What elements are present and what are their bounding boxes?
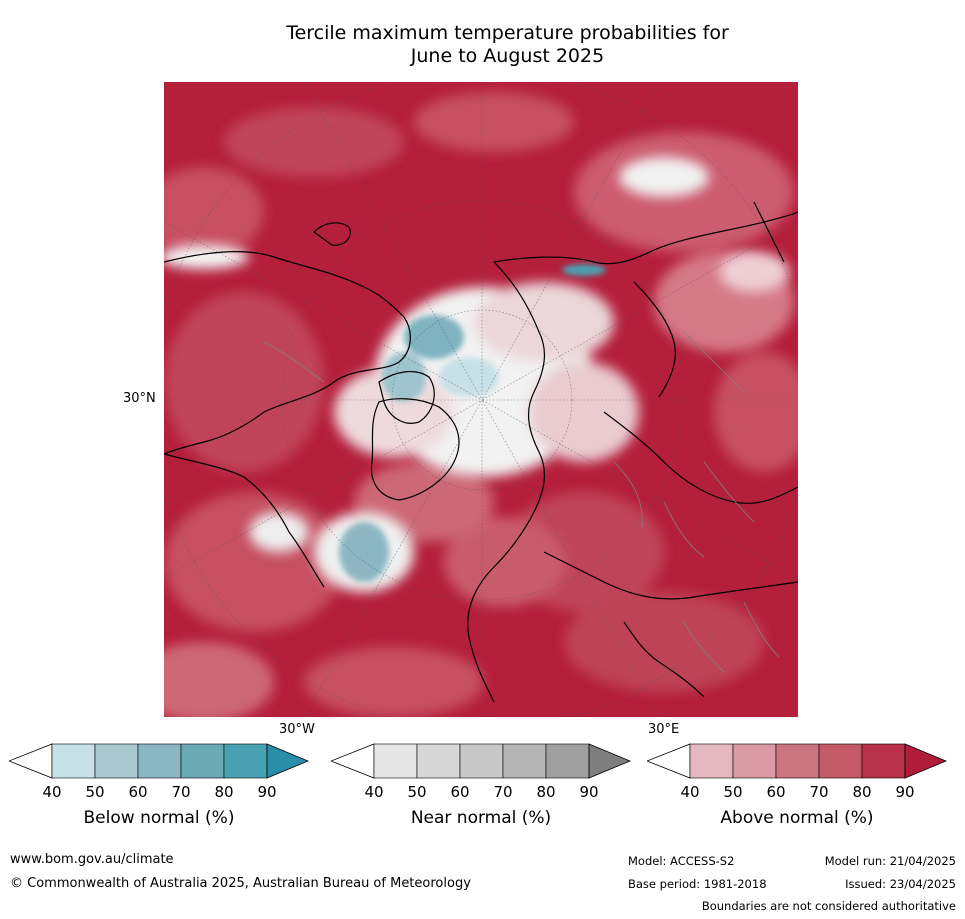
tick-label: 90	[257, 783, 277, 801]
map-title-line-2: June to August 2025	[410, 45, 605, 67]
colorbar-swatch-near-2	[416, 743, 461, 779]
footer-base-period: Base period: 1981-2018	[628, 877, 767, 891]
colorbar-swatch-above-2	[732, 743, 777, 779]
colorbar-label-below: Below normal (%)	[83, 808, 235, 828]
footer-issued: Issued: 23/04/2025	[845, 877, 956, 891]
below-normal-regions	[339, 264, 606, 582]
colorbar-swatch-below-low	[9, 743, 53, 779]
footer-disclaimer: Boundaries are not considered authoritat…	[701, 899, 956, 913]
tick-label: 90	[579, 783, 599, 801]
tick-label: 50	[85, 783, 105, 801]
colorbar-below-normal	[9, 743, 309, 779]
tick-label: 70	[809, 783, 829, 801]
longitude-label-30w: 30°W	[279, 722, 315, 737]
colorbar-swatch-above-3	[775, 743, 820, 779]
tick-label: 80	[214, 783, 234, 801]
colorbar-swatch-above-4	[818, 743, 863, 779]
tick-label: 80	[536, 783, 556, 801]
map-title-line-1: Tercile maximum temperature probabilitie…	[286, 22, 729, 44]
colorbar-swatch-above-5	[861, 743, 906, 779]
colorbar-swatch-below-5	[223, 743, 268, 779]
latitude-label-30n: 30°N	[123, 391, 156, 406]
tick-label: 90	[895, 783, 915, 801]
coastlines	[164, 201, 798, 703]
colorbar-swatch-near-1	[373, 743, 418, 779]
colorbar-swatch-above-high	[904, 743, 947, 779]
tick-label: 40	[42, 783, 62, 801]
colorbar-swatch-below-2	[94, 743, 139, 779]
longitude-label-30e: 30°E	[648, 722, 680, 737]
colorbar-swatch-near-low	[331, 743, 375, 779]
tick-label: 60	[766, 783, 786, 801]
forecast-map	[164, 82, 798, 717]
tick-label: 80	[852, 783, 872, 801]
tick-label: 50	[407, 783, 427, 801]
colorbar-swatch-below-3	[137, 743, 182, 779]
above-normal-light-regions	[164, 92, 798, 717]
colorbar-swatch-below-4	[180, 743, 225, 779]
tick-label: 50	[723, 783, 743, 801]
colorbar-swatch-below-high	[266, 743, 309, 779]
footer-model: Model: ACCESS-S2	[628, 854, 735, 868]
colorbar-swatch-below-1	[51, 743, 96, 779]
colorbar-swatch-above-1	[689, 743, 734, 779]
colorbar-swatch-near-4	[502, 743, 547, 779]
colorbar-near-normal	[331, 743, 631, 779]
tick-label: 60	[128, 783, 148, 801]
tick-label: 40	[680, 783, 700, 801]
graticule	[164, 82, 798, 717]
colorbar-above-normal	[647, 743, 947, 779]
colorbar-swatch-near-high	[588, 743, 631, 779]
tick-label: 60	[450, 783, 470, 801]
colorbar-swatch-above-low	[647, 743, 691, 779]
footer-model-run: Model run: 21/04/2025	[824, 854, 956, 868]
country-borders	[263, 331, 780, 673]
tick-label: 70	[171, 783, 191, 801]
footer-copyright: © Commonwealth of Australia 2025, Austra…	[10, 876, 471, 891]
colorbar-swatch-near-5	[545, 743, 590, 779]
colorbar-label-above: Above normal (%)	[720, 808, 874, 828]
colorbar-label-near: Near normal (%)	[410, 808, 552, 828]
tick-label: 40	[364, 783, 384, 801]
footer-url: www.bom.gov.au/climate	[10, 852, 174, 867]
colorbar-swatch-near-3	[459, 743, 504, 779]
tick-label: 70	[493, 783, 513, 801]
